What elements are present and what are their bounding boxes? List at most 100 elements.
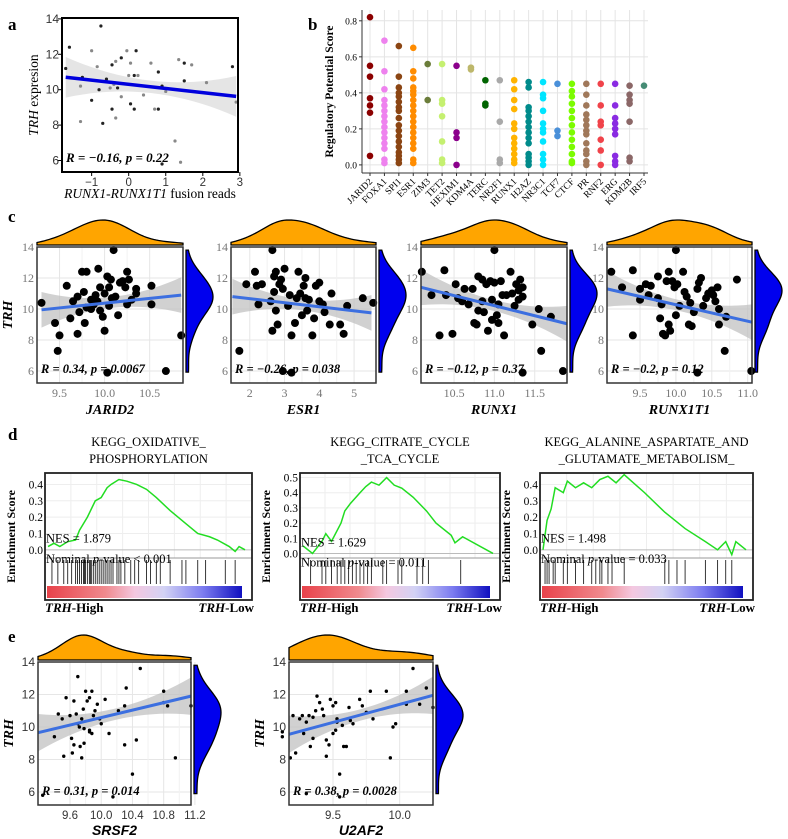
y-tick-label: 6	[28, 785, 35, 799]
data-point-h2az	[525, 112, 532, 120]
label-part: -Low	[225, 600, 255, 615]
x-tick-label: 9.5	[325, 810, 341, 822]
data-point	[270, 287, 279, 296]
plot-border	[44, 472, 253, 601]
data-point	[62, 754, 66, 758]
data-point-hexim1	[453, 62, 460, 70]
data-point-h2az	[525, 129, 532, 136]
data-point-rnf2	[597, 147, 605, 154]
data-point	[80, 318, 89, 327]
data-point	[518, 368, 527, 377]
x-tick-label: 11.5	[524, 386, 545, 400]
data-point	[114, 311, 123, 320]
data-point	[558, 367, 567, 376]
top-density	[230, 219, 377, 246]
data-point	[96, 283, 105, 292]
scatter-plot-e1: 9.6 10.0 10.4 10.8 11.2 6 8 10 12 14 R = 0.31, p =…	[2, 634, 222, 838]
data-point	[516, 275, 525, 284]
gsea-plot-d3: KEGG_ALANINE_ASPARTATE_AND _GLUTAMATE_MET…	[499, 435, 756, 615]
data-point	[496, 277, 505, 286]
y-tick-label: 14	[22, 240, 34, 254]
pvalue-text: Nominal p-value = 0.011	[301, 555, 426, 569]
data-point-kdm2b	[626, 100, 633, 107]
x-tick-label: 0	[125, 177, 131, 189]
label-part: p	[587, 552, 594, 566]
data-point	[487, 295, 496, 304]
data-point	[301, 731, 306, 736]
y-tick-label: 6	[52, 153, 59, 167]
data-point	[110, 63, 114, 67]
data-point	[311, 715, 315, 719]
data-point	[393, 722, 398, 726]
data-point	[78, 84, 83, 88]
data-point	[110, 107, 114, 111]
data-point-jarid2	[366, 109, 374, 116]
x-tick-label: 1	[163, 177, 169, 189]
data-point-erg	[611, 102, 619, 109]
data-point	[653, 272, 662, 281]
data-point	[537, 346, 546, 355]
data-point	[317, 700, 322, 705]
data-point	[697, 274, 706, 283]
data-point-spi1	[395, 121, 403, 129]
data-point	[308, 744, 313, 749]
data-point-spi1	[395, 138, 403, 145]
data-point	[204, 81, 209, 85]
data-point-pr	[583, 121, 590, 129]
data-point	[79, 287, 88, 296]
data-point-terc	[482, 102, 489, 109]
data-point	[333, 700, 338, 705]
regulatory-potential-plot: 0.00.20.40.60.8JARID2FOXA1SPI1ESR1ZIM3TE…	[324, 10, 649, 209]
data-point	[254, 300, 263, 309]
scatter-plot-c4: 9.5 10.0 10.5 11.0 6 8 10 12 14 R = −0.2, p = 0.1…	[592, 219, 783, 418]
data-point	[324, 754, 329, 758]
data-point	[85, 699, 89, 703]
data-point	[344, 744, 349, 749]
x-tick-label: 2	[200, 177, 206, 189]
data-point-spi1	[395, 84, 403, 91]
data-point	[177, 57, 181, 62]
scatter-plot-c2: 2 3 4 5 6 8 10 12 14 R = −0.26, p = 0.038 ESR1	[216, 219, 407, 418]
y-tick-label: 14	[592, 240, 604, 254]
data-point	[101, 121, 105, 125]
plot-border	[230, 246, 377, 384]
data-point	[699, 301, 708, 310]
right-density	[754, 249, 783, 373]
data-point	[636, 284, 645, 293]
label-part: -value = 0.011	[354, 555, 426, 569]
data-point	[427, 291, 436, 300]
y-tick-label: 6	[28, 364, 34, 378]
data-point	[709, 291, 718, 300]
data-point	[664, 267, 673, 276]
x-tick-label: 10.0	[388, 810, 410, 822]
y-tick-label: 0.1	[284, 533, 299, 545]
plot-title: PHOSPHORYLATION	[89, 452, 208, 466]
data-point-runx1	[510, 125, 518, 133]
data-point	[340, 723, 345, 728]
data-point	[90, 98, 94, 102]
y-tick-label: 0.2	[524, 512, 539, 524]
data-point	[95, 65, 99, 69]
data-point-foxa1	[381, 67, 388, 75]
data-point	[299, 281, 308, 290]
y-tick-label: 10	[22, 720, 36, 734]
label-part: TRH	[45, 600, 73, 615]
panel-label-d: d	[8, 425, 18, 444]
right-density	[193, 664, 222, 795]
label-part: TRH	[198, 600, 226, 615]
y-axis-label: TRH	[2, 718, 17, 748]
data-point	[348, 718, 353, 723]
data-point-esr1	[409, 91, 417, 98]
data-point-foxa1	[381, 102, 388, 109]
data-point	[235, 346, 244, 355]
y-tick-label: 10	[216, 302, 228, 316]
data-point	[70, 751, 75, 755]
data-point-nr3c1	[539, 156, 547, 163]
data-point	[242, 280, 251, 289]
plot-border	[539, 472, 754, 601]
data-point	[114, 116, 118, 120]
data-point	[149, 61, 153, 65]
x-axis-label: JARID2	[85, 403, 134, 418]
y-tick-label: 8	[52, 118, 59, 132]
data-point-pr	[583, 116, 590, 124]
